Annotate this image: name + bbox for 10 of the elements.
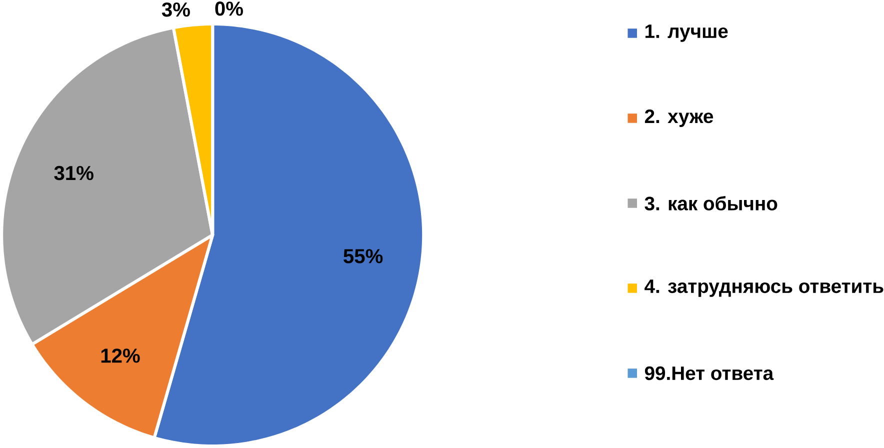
- text: 0%: [215, 2, 243, 16]
- legend-label: 1. лучше: [645, 24, 728, 42]
- legend-label: 99.Нет ответа: [644, 366, 774, 380]
- legend-label: 3. как обычно: [644, 196, 778, 211]
- legend-label: 2. хуже: [644, 110, 714, 128]
- data-label: 3%: [162, 2, 190, 17]
- data-label: 31%: [54, 166, 94, 180]
- legend-label: 4. затрудняюсь ответить: [644, 280, 884, 298]
- data-label: 12%: [101, 348, 140, 363]
- data-label: 55%: [344, 249, 383, 264]
